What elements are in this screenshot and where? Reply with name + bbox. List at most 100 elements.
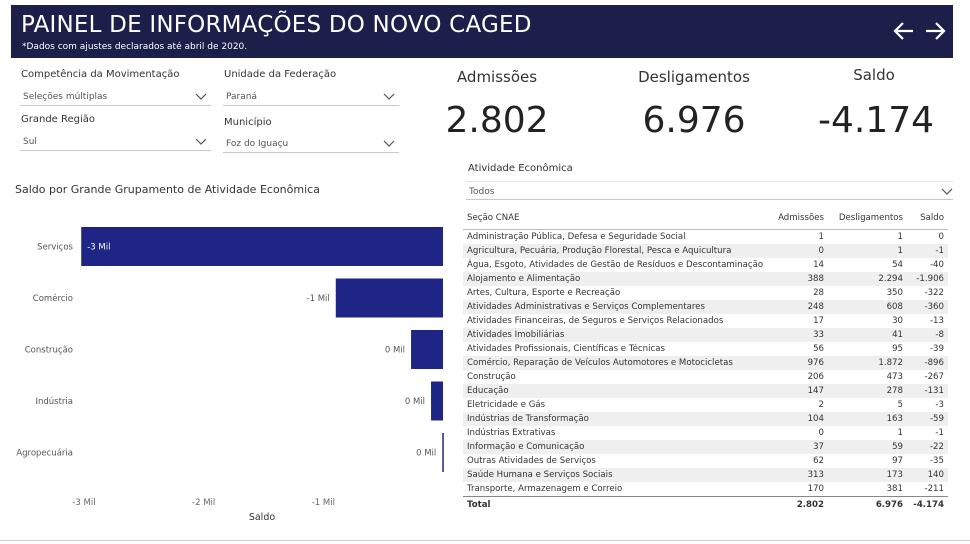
table-cell: 248 (773, 300, 828, 314)
kpi-admissoes-value: 2.802 (445, 100, 549, 141)
column-header[interactable]: Admissões (773, 207, 828, 230)
bar[interactable] (431, 381, 443, 421)
table-cell: 1 (818, 232, 824, 242)
table-total-row: Total 2.802 6.976 -4.174 (463, 496, 948, 513)
table-cell: -35 (929, 456, 944, 466)
chevron-down-icon (383, 140, 395, 147)
table-cell: -360 (907, 300, 948, 314)
uf-dropdown[interactable]: Paraná (223, 87, 399, 106)
table-cell: 278 (828, 384, 907, 398)
table-cell: 1.872 (828, 356, 907, 370)
table-row[interactable]: Artes, Cultura, Esporte e Recreação 28 350… (463, 286, 948, 300)
table-cell: Água, Esgoto, Atividades de Gestão de Re… (467, 260, 764, 270)
table-cell: Artes, Cultura, Esporte e Recreação (467, 288, 621, 298)
bar[interactable] (442, 433, 444, 472)
category-label: Construção (25, 346, 73, 356)
table-cell: 62 (813, 456, 824, 466)
table-cell: -39 (929, 344, 944, 354)
atividade-dropdown[interactable]: Todos (466, 181, 953, 200)
table-row[interactable]: Informação e Comunicação 37 59 -22 (463, 440, 948, 454)
table-cell: -8 (907, 328, 948, 342)
table-row[interactable]: Outras Atividades de Serviços 62 97 -35 (463, 454, 948, 468)
x-tick-label: -1 Mil (312, 498, 335, 508)
table-row[interactable]: Indústrias de Transformação 104 163 -59 (463, 412, 948, 426)
data-label: -3 Mil (87, 243, 110, 253)
data-label: 0 Mil (405, 397, 425, 407)
table-cell: -40 (929, 260, 944, 270)
category-label: Serviços (37, 243, 73, 253)
table-row[interactable]: Transporte, Armazenagem e Correio 170 381 -… (463, 482, 948, 497)
table-row[interactable]: Atividades Financeiras, de Seguros e Ser… (463, 314, 948, 328)
table-row[interactable]: Construção 206 473 -267 (463, 370, 948, 384)
arrow-left-icon[interactable] (892, 19, 916, 43)
table-cell: Atividades Profissionais, Científicas e … (467, 344, 665, 354)
regiao-value: Sul (23, 137, 37, 147)
bar[interactable] (335, 278, 443, 318)
table-cell: Educação (463, 384, 773, 398)
cnae-table-container: Seção CNAE Admissões Desligamentos Saldo Ad… (463, 207, 953, 513)
table-row[interactable]: Atividades Imobiliárias 33 41 -8 (463, 328, 948, 342)
chart-title: Saldo por Grande Grupamento de Atividade… (15, 183, 320, 196)
table-row[interactable]: Indústrias Extrativas 0 1 -1 (463, 426, 948, 440)
table-cell: 976 (773, 356, 828, 370)
chevron-down-icon (383, 93, 395, 100)
chevron-down-icon (195, 93, 207, 100)
table-row[interactable]: Administração Pública, Defesa e Segurida… (463, 230, 948, 245)
dashboard-header: PAINEL DE INFORMAÇÕES DO NOVO CAGED *Dad… (11, 5, 953, 58)
table-cell: 14 (813, 260, 824, 270)
table-cell: 95 (892, 344, 903, 354)
chevron-down-icon (195, 138, 207, 145)
data-label: 0 Mil (416, 449, 436, 459)
column-header[interactable]: Seção CNAE (463, 207, 773, 230)
table-row[interactable]: Eletricidade e Gás 2 5 -3 (463, 398, 948, 412)
cnae-table: Seção CNAE Admissões Desligamentos Saldo Ad… (463, 207, 948, 513)
category-label: Indústria (35, 397, 73, 407)
filter-label-municipio: Município (224, 117, 272, 128)
table-cell: Administração Pública, Defesa e Segurida… (467, 232, 686, 242)
table-cell: -267 (924, 372, 944, 382)
table-cell: -211 (924, 484, 944, 494)
table-cell: -1.906 (907, 272, 948, 286)
competencia-dropdown[interactable]: Seleções múltiplas (20, 87, 211, 106)
table-row[interactable]: Atividades Administrativas e Serviços Co… (463, 300, 948, 314)
table-cell: -22 (907, 440, 948, 454)
table-cell: 170 (807, 484, 824, 494)
column-header[interactable]: Desligamentos (828, 207, 907, 230)
arrow-right-icon[interactable] (923, 19, 947, 43)
saldo-bar-chart: Serviços -3 Mil Comércio -1 Mil Construção 0 … (16, 227, 444, 523)
kpi-saldo-value: -4.174 (817, 100, 935, 141)
table-cell: 0 (773, 244, 828, 258)
municipio-dropdown[interactable]: Foz do Iguaçu (223, 134, 399, 153)
table-cell: Indústrias de Transformação (463, 412, 773, 426)
kpi-saldo-label: Saldo (853, 66, 895, 84)
total-cell: 6.976 (828, 496, 907, 513)
table-cell: 54 (892, 260, 903, 270)
table-cell: Alojamento e Alimentação (463, 272, 773, 286)
table-row[interactable]: Educação 147 278 -131 (463, 384, 948, 398)
table-cell: Atividades Financeiras, de Seguros e Ser… (467, 316, 724, 326)
total-cell: 2.802 (773, 496, 828, 513)
table-cell: 97 (892, 456, 903, 466)
table-row[interactable]: Saúde Humana e Serviços Sociais 313 173 140 (463, 468, 948, 482)
table-row[interactable]: Alojamento e Alimentação 388 2.294 -1.906 (463, 272, 948, 286)
table-cell: Comércio, Reparação de Veículos Automoto… (463, 356, 773, 370)
table-row[interactable]: Atividades Profissionais, Científicas e … (463, 342, 948, 356)
municipio-value: Foz do Iguaçu (226, 139, 289, 149)
table-row[interactable]: Água, Esgoto, Atividades de Gestão de Re… (463, 258, 948, 272)
column-header[interactable]: Saldo (907, 207, 948, 230)
table-cell: -59 (907, 412, 948, 426)
table-cell: 41 (828, 328, 907, 342)
table-cell: -896 (907, 356, 948, 370)
regiao-dropdown[interactable]: Sul (20, 132, 211, 151)
filter-label-competencia: Competência da Movimentação (21, 69, 180, 80)
table-cell: 33 (773, 328, 828, 342)
x-axis-title: Saldo (249, 512, 276, 523)
table-row[interactable]: Comércio, Reparação de Veículos Automoto… (463, 356, 948, 370)
bar[interactable] (411, 330, 443, 369)
table-cell: 37 (773, 440, 828, 454)
table-row[interactable]: Agricultura, Pecuária, Produção Floresta… (463, 244, 948, 258)
kpi-desligamentos-value: 6.976 (642, 100, 746, 141)
category-label: Comércio (33, 293, 73, 304)
bar[interactable] (81, 227, 444, 266)
competencia-value: Seleções múltiplas (23, 92, 108, 102)
